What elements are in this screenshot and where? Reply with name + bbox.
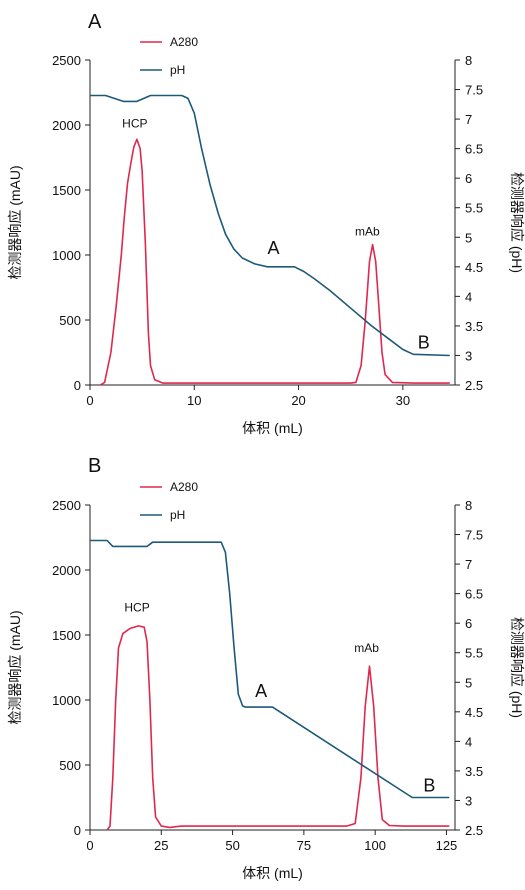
series-line-ph [90,94,450,357]
y-axis-left-title: 检测器响应 (mAU) [7,165,23,279]
y-left-tick-label: 2000 [52,563,81,578]
chart-panel-b: B0 25 50 75 100 125050010001500200025002.533.… [7,455,525,881]
y-left-tick-label: 500 [59,313,81,328]
y-right-tick-label: 5.5 [465,646,483,661]
y-axis-right-title: 检测器响应 (pH) [509,617,525,718]
legend-label: A280 [170,35,198,49]
y-right-tick-label: 4.5 [465,260,483,275]
y-left-tick-label: 500 [59,758,81,773]
y-left-tick-label: 2000 [52,118,81,133]
y-left-tick-label: 0 [74,823,81,838]
y-axis-left-title: 检测器响应 (mAU) [7,610,23,724]
y-right-tick-label: 3 [465,348,472,363]
y-right-tick-label: 2.5 [465,378,483,393]
y-left-tick-label: 2500 [52,498,81,513]
series-line-ph [90,539,450,799]
y-right-tick-label: 4 [465,289,472,304]
y-right-tick-label: 5 [465,675,472,690]
x-tick-label: 10 [187,393,201,408]
annotation-a: A [268,238,280,258]
x-tick-label: 25 [154,838,168,853]
legend-label: A280 [170,480,198,494]
y-axis-right-title: 检测器响应 (pH) [509,172,525,273]
y-right-tick-label: 6.5 [465,142,483,157]
legend-label: pH [170,508,185,522]
y-right-tick-label: 7.5 [465,83,483,98]
y-right-tick-label: 7 [465,112,472,127]
x-tick-label: 50 [225,838,239,853]
annotation-hcp: HCP [124,601,149,615]
annotation-b: B [418,332,430,352]
panel-label: B [88,455,101,477]
series-line-a280 [99,138,450,386]
y-right-tick-label: 8 [465,53,472,68]
annotation-a: A [255,681,267,701]
y-left-tick-label: 1000 [52,248,81,263]
y-right-tick-label: 4 [465,734,472,749]
x-tick-label: 75 [297,838,311,853]
y-right-tick-label: 6.5 [465,587,483,602]
y-right-tick-label: 6 [465,171,472,186]
x-tick-label: 30 [396,393,410,408]
annotation-hcp: HCP [122,117,147,131]
x-axis-title: 体积 (mL) [242,420,303,436]
x-tick-label: 0 [86,393,93,408]
y-right-tick-label: 6 [465,616,472,631]
y-left-tick-label: 1000 [52,693,81,708]
y-right-tick-label: 8 [465,498,472,513]
panel-label: A [88,11,102,33]
annotation-mab: mAb [355,225,380,239]
y-right-tick-label: 4.5 [465,705,483,720]
y-left-tick-label: 1500 [52,628,81,643]
legend-label: pH [170,63,185,77]
y-right-tick-label: 7 [465,557,472,572]
y-right-tick-label: 3.5 [465,319,483,334]
x-tick-label: 0 [86,838,93,853]
x-tick-label: 20 [291,393,305,408]
y-right-tick-label: 5 [465,230,472,245]
annotation-mab: mAb [354,641,379,655]
annotation-b: B [423,776,435,796]
y-right-tick-label: 7.5 [465,528,483,543]
y-right-tick-label: 2.5 [465,823,483,838]
y-left-tick-label: 2500 [52,53,81,68]
x-tick-label: 125 [436,838,458,853]
y-right-tick-label: 5.5 [465,201,483,216]
y-left-tick-label: 0 [74,378,81,393]
x-tick-label: 100 [364,838,386,853]
series-line-a280 [106,625,450,831]
chart-panel-a: A 0 10 20 30 0 500 1000 1500 2000 2500 2.5 3 3.5 4 4.5 5… [7,11,525,436]
y-right-tick-label: 3 [465,793,472,808]
y-left-tick-label: 1500 [52,183,81,198]
x-axis-title: 体积 (mL) [242,865,303,881]
y-right-tick-label: 3.5 [465,764,483,779]
